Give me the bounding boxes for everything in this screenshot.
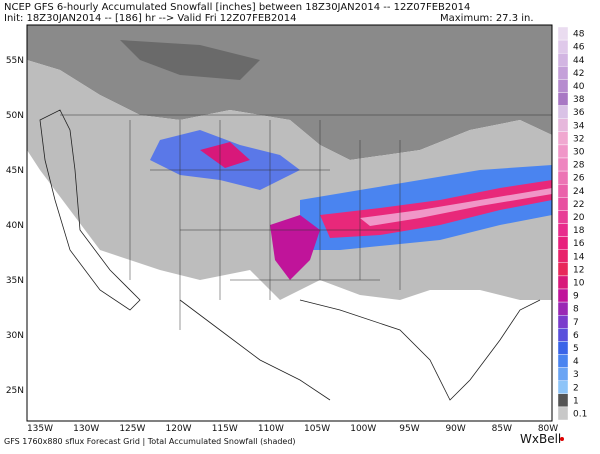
longitude-label: 110W (258, 424, 284, 434)
latitude-label: 35N (6, 276, 24, 286)
shade-canada (120, 40, 260, 80)
colorbar-label: 16 (573, 239, 585, 249)
colorbar-label: 48 (573, 30, 585, 40)
colorbar-swatch (557, 236, 569, 250)
longitude-label: 120W (166, 424, 192, 434)
map-field (27, 25, 552, 421)
colorbar-swatch (557, 275, 569, 290)
colorbar-swatch (557, 341, 569, 355)
colorbar-swatch (557, 301, 569, 316)
latitude-label: 25N (6, 386, 24, 396)
title: NCEP GFS 6-hourly Accumulated Snowfall [… (4, 2, 470, 13)
state-borders (60, 114, 552, 330)
colorbar-label: 20 (573, 213, 585, 223)
colorbar-label: 8 (573, 305, 579, 315)
colorbar-swatch (557, 170, 569, 185)
colorbar-swatch (557, 223, 569, 237)
colorbar-label: 34 (573, 121, 585, 131)
longitude-label: 85W (492, 424, 512, 434)
colorbar-label: 38 (573, 95, 585, 105)
colorbar-label: 42 (573, 69, 584, 79)
maximum: Maximum: 27.3 in. (440, 13, 534, 24)
no-snow-south (27, 300, 552, 421)
longitude-label: 105W (304, 424, 330, 434)
snow-idaho (200, 142, 250, 168)
colorbar-swatch (557, 249, 569, 263)
colorbar-swatch (557, 105, 569, 119)
colorbar-swatch (557, 144, 569, 159)
colorbar-label: 4 (573, 357, 579, 367)
colorbar-swatch (557, 288, 569, 303)
colorbar-swatch (557, 197, 569, 211)
longitude-label: 115W (212, 424, 238, 434)
colorbar-swatch (557, 380, 569, 395)
colorbar-label: 2 (573, 383, 579, 393)
colorbar-swatch (557, 157, 569, 172)
colorbar-swatch (557, 92, 569, 106)
longitude-label: 100W (350, 424, 376, 434)
axis-labels: 135W 130W 125W 120W 115W 110W 105W 100W 95W 90W 85… (6, 56, 558, 434)
latitude-label: 40N (6, 221, 24, 231)
colorbar-label: 6 (573, 331, 579, 341)
footer-text: GFS 1760x880 sflux Forecast Grid | Total… (4, 437, 296, 446)
colorbar-swatch (557, 328, 569, 342)
colorbar-swatch (557, 367, 569, 381)
latitude-label: 55N (6, 56, 24, 66)
latitude-label: 45N (6, 166, 24, 176)
colorbar-swatch (557, 39, 569, 54)
colorbar-swatch (557, 26, 569, 41)
coastlines (39, 109, 541, 401)
longitude-label: 125W (119, 424, 145, 434)
colorbar-label: 9 (573, 292, 579, 302)
longitude-label: 80W (538, 424, 558, 434)
colorbar-label: 28 (573, 161, 585, 171)
colorbar-label: 0.1 (573, 409, 587, 419)
colorbar-label: 24 (573, 187, 585, 197)
colorbar-swatch (557, 118, 569, 132)
colorbar-swatch (557, 315, 569, 329)
colorbar-label: 12 (573, 265, 584, 275)
colorbar-label: 40 (573, 82, 585, 92)
colorbar-label: 30 (573, 147, 585, 157)
colorbar-swatch (557, 354, 569, 368)
colorbar-label: 3 (573, 370, 579, 380)
latitude-label: 30N (6, 331, 24, 341)
colorbar-swatch (557, 66, 569, 80)
colorbar-label: 36 (573, 108, 585, 118)
colorbar-swatch (557, 131, 569, 146)
snow-colorado (270, 215, 320, 280)
latitude-label: 50N (6, 111, 24, 121)
longitude-label: 95W (399, 424, 419, 434)
colorbar-swatch (557, 406, 569, 421)
colorbar-label: 26 (573, 174, 585, 184)
longitude-label: 130W (73, 424, 99, 434)
init-line: Init: 18Z30JAN2014 -- [186] hr --> Valid… (4, 13, 296, 24)
colorbar-label: 1 (573, 396, 579, 406)
colorbar-label: 22 (573, 200, 584, 210)
colorbar-swatch (557, 210, 569, 224)
colorbar-swatch (557, 53, 569, 67)
colorbar-label: 7 (573, 318, 579, 328)
colorbar: 4846444240383634323028262422201816141210… (557, 26, 587, 421)
colorbar-label: 14 (573, 252, 585, 262)
logo-dot (560, 437, 564, 441)
colorbar-label: 18 (573, 226, 585, 236)
colorbar-label: 32 (573, 134, 584, 144)
logo: WxBell (520, 432, 561, 446)
map-frame (26, 24, 553, 422)
colorbar-swatch (557, 183, 569, 198)
colorbar-label: 5 (573, 344, 579, 354)
colorbar-swatch (557, 262, 569, 277)
longitude-label: 135W (27, 424, 53, 434)
colorbar-label: 44 (573, 56, 585, 66)
longitude-label: 90W (445, 424, 465, 434)
colorbar-swatch (557, 393, 569, 408)
colorbar-label: 46 (573, 43, 585, 53)
colorbar-swatch (557, 79, 569, 93)
colorbar-label: 10 (573, 278, 585, 288)
snow-band-max (360, 188, 552, 226)
